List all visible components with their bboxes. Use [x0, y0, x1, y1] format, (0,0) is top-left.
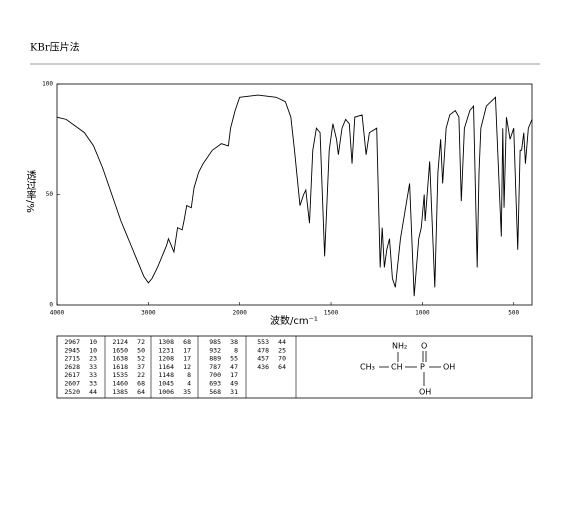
x-tick-label: 3000 [141, 310, 156, 317]
peak-wavenumber: 457 [257, 355, 269, 363]
peak-transmittance: 72 [137, 338, 145, 346]
chem-label: CH₃ [360, 363, 375, 372]
peak-wavenumber: 2124 [112, 338, 128, 346]
peak-transmittance: 70 [278, 355, 286, 363]
peak-transmittance: 4 [187, 380, 191, 388]
peak-transmittance: 12 [183, 363, 191, 371]
peak-wavenumber: 553 [257, 338, 269, 346]
chem-label: CH [391, 363, 403, 372]
peak-wavenumber: 1164 [158, 363, 174, 371]
peak-wavenumber: 700 [209, 371, 221, 379]
peak-transmittance: 35 [183, 388, 191, 396]
x-tick-label: 2000 [232, 310, 247, 317]
x-tick-label: 1000 [415, 310, 430, 317]
x-tick-label: 500 [508, 310, 519, 317]
y-axis-label: 透过率/% [24, 170, 36, 213]
peak-wavenumber: 1208 [158, 355, 174, 363]
peak-wavenumber: 889 [209, 355, 221, 363]
chem-label: O [421, 342, 427, 351]
peak-transmittance: 17 [183, 355, 191, 363]
x-tick-label: 4000 [50, 310, 65, 317]
peak-transmittance: 17 [183, 346, 191, 354]
peak-wavenumber: 1535 [112, 371, 128, 379]
peak-wavenumber: 1638 [112, 355, 128, 363]
peak-transmittance: 55 [230, 355, 238, 363]
peak-wavenumber: 985 [209, 338, 221, 346]
peak-transmittance: 8 [187, 371, 191, 379]
peak-transmittance: 8 [234, 346, 238, 354]
y-tick-label: 100 [42, 81, 53, 88]
peak-transmittance: 47 [230, 363, 238, 371]
chem-label: NH₂ [392, 342, 407, 351]
peak-transmittance: 25 [278, 346, 286, 354]
peak-transmittance: 10 [89, 338, 97, 346]
peak-transmittance: 33 [89, 380, 97, 388]
peak-wavenumber: 1618 [112, 363, 128, 371]
peak-wavenumber: 693 [209, 380, 221, 388]
peak-transmittance: 68 [183, 338, 191, 346]
spectrum-line [56, 94, 533, 297]
peak-wavenumber: 2715 [64, 355, 80, 363]
peak-transmittance: 52 [137, 355, 145, 363]
peak-transmittance: 31 [230, 388, 238, 396]
peak-transmittance: 44 [89, 388, 97, 396]
chem-label: OH [443, 363, 455, 372]
page-title: KBr压片法 [30, 41, 80, 54]
peak-wavenumber: 2945 [64, 346, 80, 354]
peak-transmittance: 64 [137, 388, 145, 396]
x-tick-label: 1500 [324, 310, 339, 317]
peak-wavenumber: 1385 [112, 388, 128, 396]
peak-wavenumber: 1045 [158, 380, 174, 388]
peak-wavenumber: 2617 [64, 371, 80, 379]
peak-wavenumber: 1308 [158, 338, 174, 346]
y-tick-label: 0 [49, 302, 53, 309]
peak-table-frame [56, 335, 533, 399]
peak-transmittance: 33 [89, 371, 97, 379]
peak-transmittance: 22 [137, 371, 145, 379]
chem-label: P [420, 363, 425, 372]
structure [379, 351, 441, 386]
peak-transmittance: 49 [230, 380, 238, 388]
peak-transmittance: 64 [278, 363, 286, 371]
peak-transmittance: 68 [137, 380, 145, 388]
peak-transmittance: 37 [137, 363, 145, 371]
peak-transmittance: 23 [89, 355, 97, 363]
peak-wavenumber: 2628 [64, 363, 80, 371]
peak-wavenumber: 787 [209, 363, 221, 371]
peak-wavenumber: 1650 [112, 346, 128, 354]
peak-wavenumber: 2967 [64, 338, 80, 346]
peak-wavenumber: 1006 [158, 388, 174, 396]
peak-transmittance: 38 [230, 338, 238, 346]
peak-transmittance: 17 [230, 371, 238, 379]
x-axis-label: 波数/cm⁻¹ [270, 314, 318, 327]
y-tick-label: 50 [46, 191, 54, 198]
peak-transmittance: 10 [89, 346, 97, 354]
peak-transmittance: 33 [89, 363, 97, 371]
peak-transmittance: 44 [278, 338, 286, 346]
peak-wavenumber: 1460 [112, 380, 128, 388]
peak-wavenumber: 1148 [158, 371, 174, 379]
peak-wavenumber: 436 [257, 363, 269, 371]
peak-wavenumber: 1231 [158, 346, 174, 354]
peak-wavenumber: 2607 [64, 380, 80, 388]
peak-wavenumber: 568 [209, 388, 221, 396]
chem-label: OH [419, 388, 431, 397]
peak-wavenumber: 478 [257, 346, 269, 354]
peak-wavenumber: 2520 [64, 388, 80, 396]
peak-wavenumber: 932 [209, 346, 221, 354]
peak-transmittance: 50 [137, 346, 145, 354]
